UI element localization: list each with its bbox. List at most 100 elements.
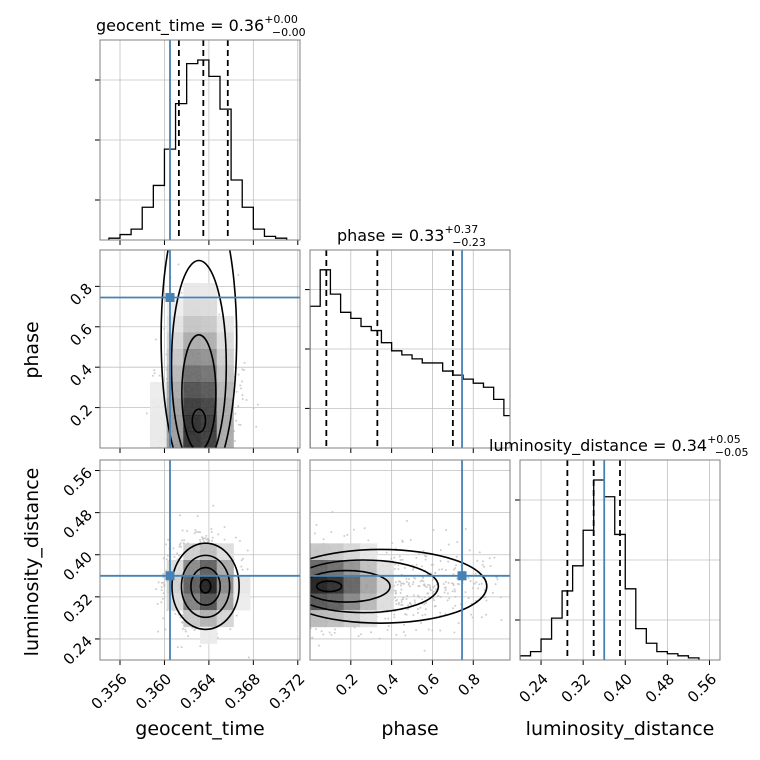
scatter-point	[163, 585, 166, 588]
scatter-point	[397, 601, 400, 604]
panel-geocent-lumdist	[95, 459, 301, 665]
scatter-point	[397, 564, 400, 567]
ylabel-luminosity-distance: luminosity_distance	[21, 468, 43, 657]
scatter-point	[439, 629, 442, 632]
scatter-point	[424, 558, 427, 561]
scatter-point	[360, 633, 363, 636]
scatter-point	[152, 374, 155, 377]
histogram-step	[108, 59, 288, 240]
scatter-point	[400, 588, 403, 591]
scatter-point	[403, 567, 406, 570]
scatter-point	[415, 563, 418, 566]
scatter-point	[194, 529, 197, 532]
contours	[171, 542, 240, 631]
scatter-point	[186, 529, 189, 532]
scatter-point	[485, 599, 488, 602]
scatter-point	[207, 539, 210, 542]
x-tick-label: 0.56	[684, 670, 720, 706]
scatter-point	[246, 549, 249, 552]
scatter-point	[241, 568, 244, 571]
density-cell	[326, 560, 344, 578]
scatter-point	[331, 510, 334, 513]
density-cell	[360, 593, 378, 611]
scatter-point	[409, 585, 412, 588]
density-cell	[216, 398, 234, 416]
scatter-point	[485, 613, 488, 616]
density-cell	[233, 576, 251, 594]
scatter-point	[176, 646, 179, 649]
scatter-point	[177, 263, 180, 266]
scatter-point	[394, 581, 397, 584]
density-cell	[183, 349, 201, 366]
scatter-point	[476, 559, 479, 562]
scatter-point	[399, 559, 402, 562]
scatter-point	[145, 412, 148, 415]
scatter-point	[432, 590, 435, 593]
scatter-point	[414, 601, 417, 604]
scatter-point	[471, 616, 474, 619]
scatter-point	[415, 556, 418, 559]
scatter-point	[428, 586, 431, 589]
scatter-point	[241, 398, 244, 401]
density-cell	[200, 593, 218, 611]
scatter-point	[417, 594, 420, 597]
contour-line	[180, 554, 231, 619]
scatter-point	[237, 405, 240, 408]
scatter-point	[403, 623, 406, 626]
scatter-point	[179, 542, 182, 545]
scatter-point	[311, 636, 314, 639]
scatter-point	[218, 313, 221, 316]
scatter-point	[378, 637, 381, 640]
scatter-point	[496, 578, 499, 581]
scatter-point	[401, 540, 404, 543]
scatter-point	[176, 552, 179, 555]
x-tick-label: 0.8	[454, 670, 484, 700]
scatter-point	[432, 563, 435, 566]
scatter-point	[516, 585, 518, 587]
scatter-point	[440, 568, 443, 571]
scatter-point	[500, 619, 503, 622]
contour-line	[181, 334, 217, 448]
scatter-point	[160, 586, 163, 589]
scatter-point	[199, 538, 202, 541]
scatter-point	[210, 539, 213, 542]
scatter-point	[187, 635, 190, 638]
y-tick-label: 0.24	[60, 632, 96, 668]
density-cell	[166, 576, 184, 594]
scatter-point	[428, 584, 431, 587]
scatter-point	[240, 559, 243, 562]
scatter-point	[408, 581, 411, 584]
scatter-point	[178, 545, 181, 548]
scatter-point	[314, 628, 317, 631]
scatter-point	[181, 529, 184, 532]
scatter-point	[423, 603, 426, 606]
scatter-point	[491, 591, 494, 594]
scatter-point	[484, 596, 487, 599]
y-tick-label: 0.2	[66, 401, 96, 431]
density-cell	[183, 398, 201, 416]
scatter-point	[432, 586, 435, 589]
truth-marker	[457, 571, 467, 581]
contours	[160, 250, 238, 448]
scatter-point	[446, 599, 449, 602]
scatter-point	[393, 616, 396, 619]
scatter-point	[438, 568, 441, 571]
scatter-point	[367, 539, 370, 542]
scatter-point	[427, 592, 430, 595]
scatter-point	[477, 587, 480, 590]
scatter-point	[404, 634, 407, 637]
scatter-point	[439, 611, 442, 614]
scatter-point	[393, 596, 396, 599]
scatter-point	[393, 568, 396, 571]
scatter-point	[421, 577, 424, 580]
scatter-point	[193, 532, 196, 535]
scatter-point	[172, 547, 175, 550]
scatter-point	[410, 603, 413, 606]
scatter-point	[157, 630, 160, 633]
scatter-point	[201, 538, 204, 541]
scatter-point	[246, 568, 249, 571]
scatter-point	[210, 527, 213, 530]
scatter-point	[393, 589, 396, 592]
scatter-point	[480, 582, 483, 585]
scatter-point	[470, 613, 473, 616]
